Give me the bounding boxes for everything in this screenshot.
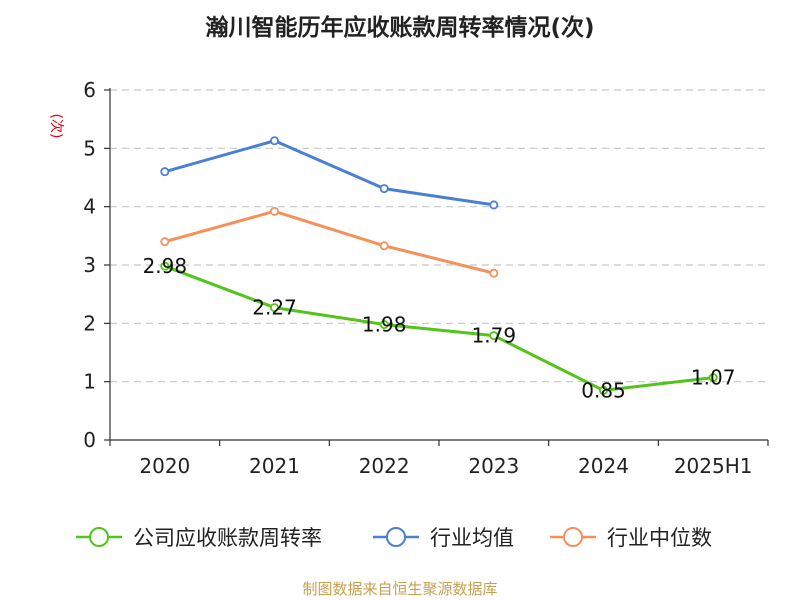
legend-item[interactable]: 公司应收账款周转率 xyxy=(76,526,322,550)
data-label: 1.07 xyxy=(691,366,736,390)
data-label: 1.79 xyxy=(472,324,517,348)
data-point xyxy=(708,373,718,383)
grid-lines xyxy=(110,89,768,383)
chart-title: 瀚川智能历年应收账款周转率情况(次) xyxy=(205,14,594,41)
data-point xyxy=(489,268,499,278)
data-point xyxy=(599,385,609,395)
series-line-2 xyxy=(164,209,495,275)
legend-item[interactable]: 行业均值 xyxy=(373,526,514,550)
data-point xyxy=(160,237,170,247)
axes: 0 1 2 3 4 5 6 2020 2021 2022 2023 2024 2025H1 xyxy=(83,78,769,478)
data-labels: 2.98 2.27 1.98 1.79 0.85 1.07 xyxy=(143,254,736,402)
y-tick-label: 5 xyxy=(83,136,96,160)
series-layer xyxy=(160,136,718,395)
data-point xyxy=(269,303,279,313)
y-tick-label: 4 xyxy=(83,195,96,219)
data-point xyxy=(269,136,279,146)
x-tick-label: 2021 xyxy=(249,454,300,478)
data-point xyxy=(489,331,499,341)
series-line-1 xyxy=(164,139,495,207)
legend-marker xyxy=(386,527,406,547)
x-tick-label: 2023 xyxy=(468,454,519,478)
legend-marker xyxy=(563,527,583,547)
data-point xyxy=(160,261,170,271)
x-tick-label: 2022 xyxy=(359,454,410,478)
data-point xyxy=(379,184,389,194)
data-label: 0.85 xyxy=(581,378,626,402)
x-tick-label: 2025H1 xyxy=(674,454,753,478)
legend-label: 公司应收账款周转率 xyxy=(133,526,322,550)
data-point xyxy=(379,241,389,251)
y-tick-label: 2 xyxy=(83,311,96,335)
series-line-0 xyxy=(164,264,714,392)
legend-marker xyxy=(89,527,109,547)
y-tick-label: 3 xyxy=(83,253,96,277)
legend-item[interactable]: 行业中位数 xyxy=(550,526,712,550)
data-label: 1.98 xyxy=(362,313,407,337)
data-point xyxy=(379,319,389,329)
source-note: 制图数据来自恒生聚源数据库 xyxy=(302,580,497,598)
y-tick-label: 0 xyxy=(83,428,96,452)
data-point xyxy=(269,206,279,216)
data-label: 2.27 xyxy=(252,296,297,320)
legend-label: 行业中位数 xyxy=(607,526,712,550)
y-tick-label: 1 xyxy=(83,370,96,394)
y-axis-label: (次) xyxy=(48,114,64,139)
data-point xyxy=(160,167,170,177)
y-tick-label: 6 xyxy=(83,78,96,102)
x-tick-label: 2024 xyxy=(578,454,629,478)
legend-label: 行业均值 xyxy=(430,526,514,550)
legend[interactable]: 公司应收账款周转率 行业均值 行业中位数 xyxy=(76,526,712,550)
data-label: 2.98 xyxy=(143,254,188,278)
x-tick-label: 2020 xyxy=(139,454,190,478)
data-point xyxy=(489,200,499,210)
